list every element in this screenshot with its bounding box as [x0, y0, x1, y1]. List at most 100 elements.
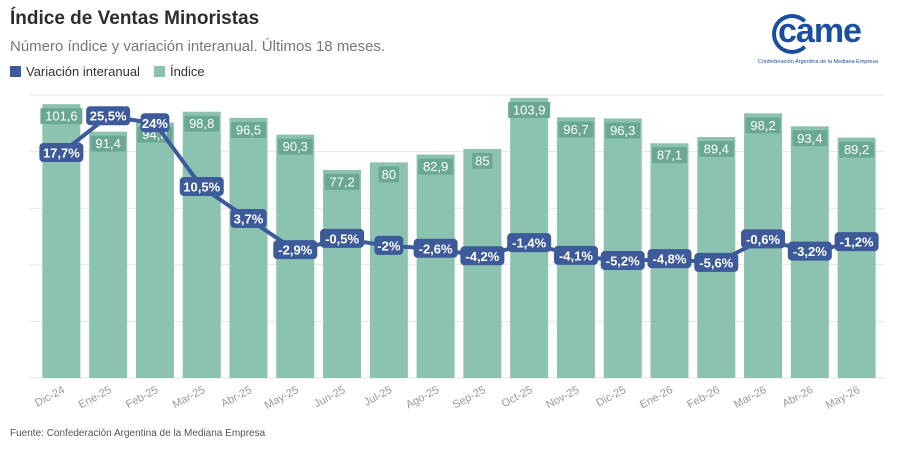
x-tick-label: Nov-25 [544, 384, 581, 411]
line-label-bg [787, 241, 832, 261]
legend-swatch-bar [153, 66, 165, 77]
bar-value-label: 90,3 [283, 139, 308, 154]
x-tick-label: Mar-25 [171, 384, 207, 411]
line-label-bg [600, 251, 645, 271]
line-label-bg [553, 245, 598, 265]
chart-subtitle: Número índice y variación interanual. Úl… [10, 38, 386, 55]
bar-label-bg [558, 121, 594, 138]
x-tick-label: Ene-26 [638, 384, 675, 411]
line-label-bg [86, 106, 131, 126]
line-value-label: -4,8% [653, 252, 687, 267]
bar-value-label: 101,6 [45, 109, 78, 124]
line-value-label: -5,6% [699, 255, 733, 270]
line-value-label: -3,2% [793, 244, 827, 259]
bar-value-label: 85 [475, 153, 489, 168]
line-value-label: -4,2% [465, 249, 499, 264]
bar-ago-25 [416, 154, 455, 378]
bar-value-label: 96,3 [610, 123, 635, 138]
bar-mar-25 [182, 111, 221, 378]
line-label-bg [694, 252, 739, 272]
line-value-label: 10,5% [183, 179, 220, 194]
legend-label-bar: Índice [169, 64, 205, 79]
line-label-bg [179, 176, 224, 196]
bar-label-bg [698, 141, 734, 158]
line-value-label: -0,5% [325, 231, 359, 246]
bar-label-bg [839, 141, 875, 158]
bar-value-label: 89,2 [844, 142, 869, 157]
legend-swatch-line [10, 66, 21, 77]
x-tick-label: Mar-26 [732, 384, 768, 411]
x-tick-label: Jun-25 [312, 384, 347, 410]
x-tick-label: Jul-25 [362, 384, 394, 409]
bar-label-bg [277, 138, 313, 155]
line-value-label: 17,7% [43, 146, 80, 161]
bar-label-bg [40, 108, 83, 125]
bar-label-bg [231, 121, 266, 138]
bar-ene-25 [89, 131, 128, 378]
bar-jun-25 [323, 169, 362, 378]
line-value-label: -2,6% [419, 241, 453, 256]
bar-value-label: 89,4 [704, 142, 729, 157]
line-value-label: -1,2% [840, 235, 874, 250]
bar-label-bg [418, 158, 454, 175]
line-label-bg [460, 246, 505, 266]
bar-value-label: 98,8 [189, 116, 214, 131]
line-value-label: 24% [142, 116, 168, 131]
x-tick-label: Abr-25 [219, 384, 254, 410]
bar-label-bg [324, 173, 360, 190]
line-label-bg [834, 232, 879, 252]
bar-label-bg [652, 147, 687, 164]
line-label-bg [140, 113, 170, 133]
bar-label-bg [745, 117, 781, 134]
bar-label-bg [472, 152, 493, 169]
line-label-bg [413, 238, 458, 258]
x-tick-label: Abr-26 [780, 384, 815, 410]
legend: Variación interanual Índice [10, 64, 205, 79]
bar-label-bg [508, 101, 551, 118]
bar-feb-25 [135, 122, 174, 379]
bar-label-bg [605, 122, 641, 139]
bar-value-label: 91,4 [96, 136, 121, 151]
bar-value-label: 96,7 [563, 122, 588, 137]
x-tick-label: Ago-25 [404, 384, 441, 411]
bar-abr-25 [229, 117, 268, 379]
source-note: Fuente: Confederación Argentina de la Me… [10, 428, 266, 439]
came-logo: came Confederación Argentina de la Media… [758, 12, 888, 72]
x-tick-label: Feb-26 [685, 384, 721, 411]
bar-value-label: 96,5 [236, 122, 261, 137]
x-tick-label: Sep-25 [451, 384, 488, 411]
bar-label-bg [90, 135, 126, 152]
line-value-label: -1,4% [512, 236, 546, 251]
line-value-label: 25,5% [90, 109, 127, 124]
bar-value-label: 82,9 [423, 159, 448, 174]
bar-label-bg [184, 115, 220, 132]
bar-value-label: 103,9 [513, 102, 546, 117]
logo-wordmark: came [778, 12, 862, 50]
x-tick-label: Dic-25 [594, 384, 628, 410]
x-tick-label: Dic-24 [33, 384, 67, 410]
line-label-bg [647, 249, 692, 269]
bar-value-label: 80 [382, 167, 396, 182]
line-value-label: -5,2% [606, 254, 640, 269]
bar-value-label: 87,1 [657, 148, 682, 163]
legend-item-bar: Índice [153, 64, 205, 79]
line-value-label: 3,7% [234, 212, 264, 227]
line-label-bg [273, 240, 318, 260]
x-tick-label: May-26 [824, 384, 862, 412]
x-tick-label: Feb-25 [124, 384, 160, 411]
bar-dic-25 [603, 118, 642, 378]
bar-label-bg [792, 130, 828, 147]
bar-jul-25 [369, 162, 408, 378]
line-value-label: -0,6% [746, 232, 780, 247]
line-value-label: -2,9% [278, 243, 312, 258]
line-value-label: -4,1% [559, 248, 593, 263]
bar-value-label: 98,2 [750, 118, 775, 133]
bar-value-label: 93,4 [797, 131, 822, 146]
line-label-bg [374, 235, 404, 255]
x-tick-label: Ene-25 [77, 384, 114, 411]
x-tick-label: Oct-25 [500, 384, 535, 410]
bar-value-label: 77,2 [329, 174, 354, 189]
bar-label-bg [378, 166, 400, 183]
line-label-bg [230, 209, 267, 229]
logo-caption: Confederación Argentina de la Mediana Em… [758, 59, 879, 65]
